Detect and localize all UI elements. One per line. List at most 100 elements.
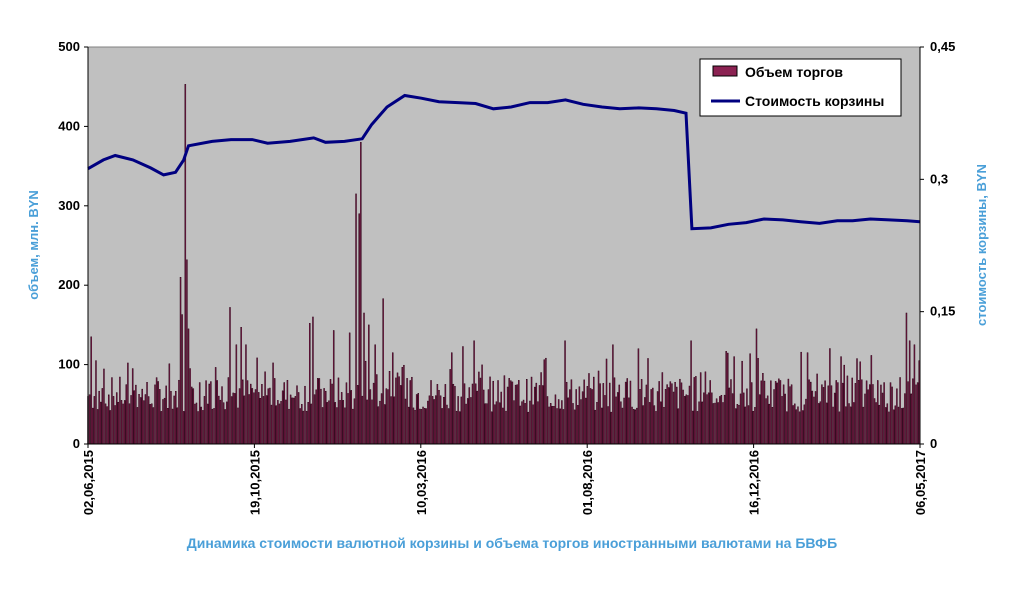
volume-bar [218,395,220,445]
volume-bar [899,377,901,445]
volume-bar [388,371,391,445]
volume-bar [281,390,284,445]
volume-bar [288,408,290,445]
volume-bar [181,314,183,445]
volume-bar [790,384,793,445]
volume-bar [915,384,917,445]
volume-bar [476,390,479,445]
volume-bar [688,385,691,445]
volume-bar [730,379,732,445]
volume-bar [511,381,514,445]
volume-bar [597,370,600,445]
volume-bar [824,380,826,445]
volume-bar [768,403,771,445]
volume-bar [786,411,788,445]
volume-bar [644,397,646,445]
volume-bar [455,410,458,445]
volume-bar [407,406,410,445]
volume-bar [374,344,376,445]
volume-bar [854,383,857,445]
volume-bar [589,388,592,445]
volume-bar [802,410,804,445]
volume-bar [197,411,199,445]
volume-bar [696,411,699,445]
volume-bar [104,403,107,445]
volume-bar [227,377,230,445]
volume-bar [264,371,266,445]
volume-bar [624,381,627,445]
volume-bar [259,398,262,445]
volume-bar [600,407,603,445]
volume-bar [339,400,341,445]
volume-bar [833,392,836,445]
volume-bar [404,398,407,445]
volume-bar [109,410,112,445]
volume-bar [541,385,544,445]
volume-bar [427,400,429,445]
volume-bar [862,406,865,445]
x-tick-label: 19,10,2015 [247,450,262,515]
volume-bar [269,387,271,445]
volume-bar [825,402,828,445]
volume-bar [736,404,739,445]
volume-bar [115,392,118,445]
volume-bar [537,401,539,445]
volume-bar [704,371,707,445]
volume-bar [519,405,522,445]
volume-bar [632,409,635,445]
volume-bar [411,376,413,445]
volume-bar [735,408,737,445]
volume-bar [872,384,874,445]
volume-bar [417,393,420,445]
volume-bar [760,380,763,445]
volume-bar [324,390,327,445]
volume-bar [352,408,354,445]
volume-bar [695,376,697,445]
legend-label-volume: Объем торгов [745,64,843,80]
volume-bar [744,406,747,445]
volume-bar [533,386,536,445]
volume-bar [355,193,357,445]
volume-bar [615,396,617,445]
volume-bar [719,396,721,445]
volume-bar [557,399,560,445]
volume-bar [393,396,396,445]
volume-bar [755,328,758,445]
volume-bar [286,380,289,445]
volume-bar [179,277,182,445]
volume-bar [626,378,629,445]
volume-bar [500,391,502,445]
volume-bar [372,382,375,445]
volume-bar [682,389,684,445]
volume-bar [186,259,188,445]
volume-bar [752,410,755,445]
volume-bar [384,404,386,445]
volume-bar [328,400,330,445]
volume-bar [575,389,577,445]
volume-bar [513,400,515,445]
volume-bar [556,408,558,445]
volume-bar [795,409,798,445]
volume-bar [746,388,748,445]
volume-bar [837,382,839,445]
volume-bar [822,387,825,445]
volume-bar [642,405,644,445]
volume-bar [664,389,667,445]
volume-bar [125,384,128,445]
volume-bar [337,377,340,445]
volume-bar [699,372,702,445]
volume-bar [412,407,415,445]
volume-bar [707,392,710,445]
legend-label-basket: Стоимость корзины [745,93,884,109]
volume-bar [285,399,287,445]
y-right-title: стоимость корзины, BYN [974,164,989,326]
volume-bar [787,378,790,445]
volume-bar [187,328,190,445]
volume-bar [490,411,493,445]
volume-bar [545,357,547,445]
volume-bar [666,384,668,445]
volume-bar [591,389,593,445]
volume-bar [123,400,126,445]
x-tick-label: 02,06,2015 [81,450,96,515]
y-right-tick-label: 0,45 [930,39,955,54]
